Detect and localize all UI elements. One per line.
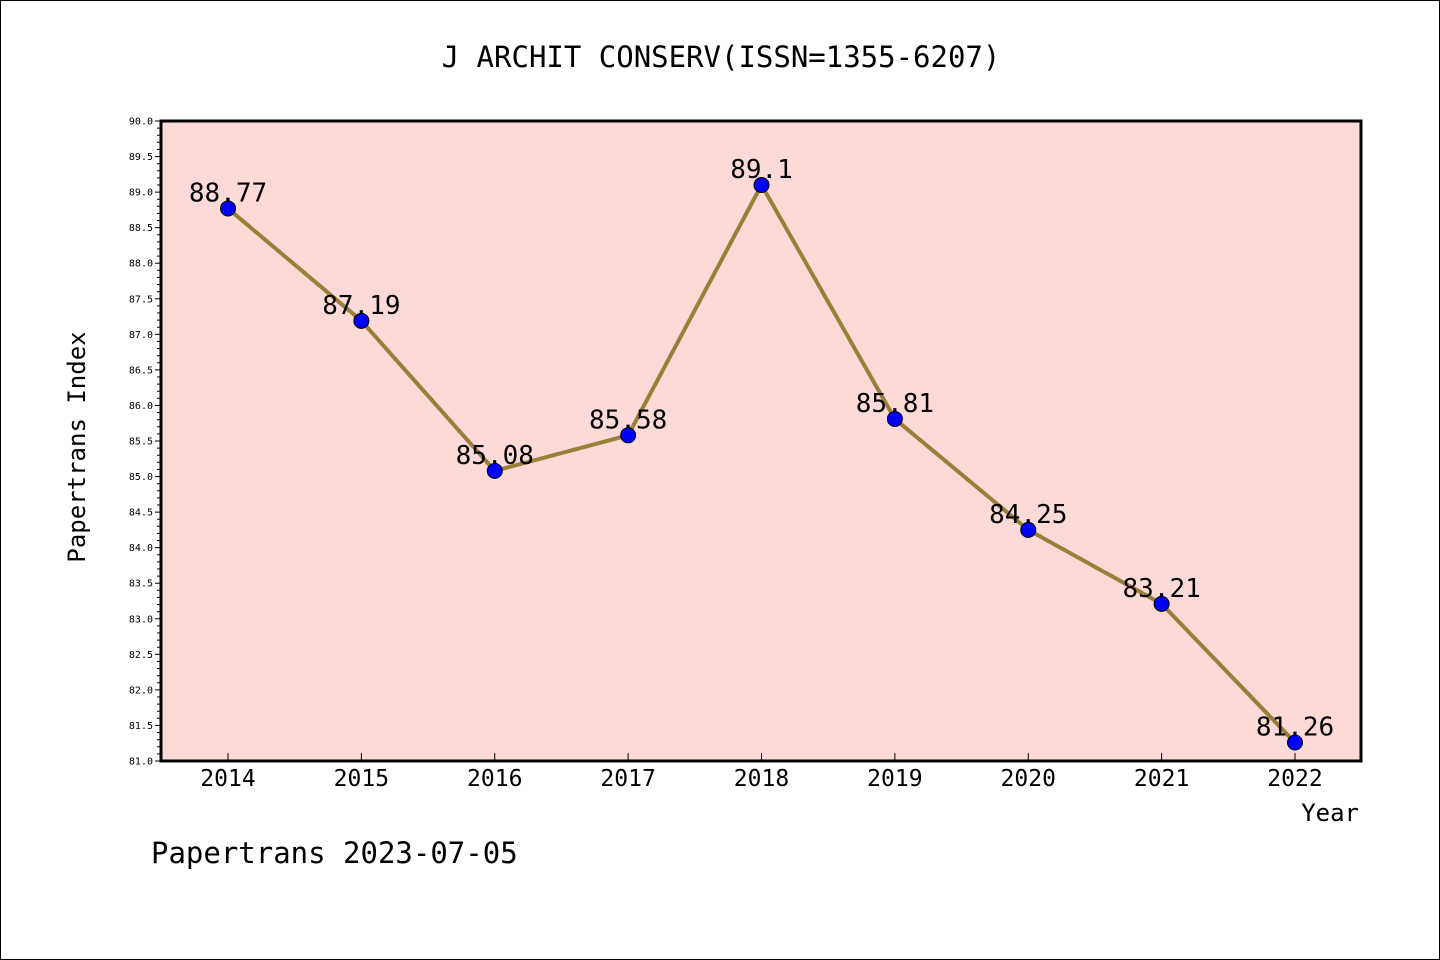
y-tick-label: 87.0 (129, 330, 153, 341)
x-tick-label: 2016 (467, 766, 522, 792)
data-point-marker (1153, 595, 1170, 612)
y-tick-label: 85.0 (129, 472, 153, 483)
y-tick-label: 86.0 (129, 401, 153, 412)
data-point-label: 85.08 (456, 441, 534, 471)
y-tick-label: 90.0 (129, 117, 153, 128)
y-tick-label: 89.0 (129, 188, 153, 199)
y-tick-label: 82.0 (129, 685, 153, 696)
data-point-label: 81.26 (1256, 713, 1334, 743)
y-tick-label: 84.0 (129, 543, 153, 554)
data-point-label: 84.25 (989, 500, 1067, 530)
x-tick-label: 2019 (867, 766, 922, 792)
x-tick-label: 2015 (334, 766, 389, 792)
x-tick-label: 2018 (734, 766, 789, 792)
data-point-label: 83.21 (1122, 574, 1200, 604)
x-tick-label: 2014 (200, 766, 255, 792)
data-point-label: 85.58 (589, 405, 667, 435)
data-point-marker (753, 177, 770, 193)
y-tick-label: 85.5 (129, 437, 153, 448)
data-point-marker (486, 462, 503, 479)
plot-frame (159, 119, 1363, 763)
data-point-marker (353, 312, 370, 329)
y-axis-title: Papertrans Index (63, 331, 91, 562)
data-point-marker (1287, 734, 1303, 751)
plot-area (161, 121, 1361, 761)
y-tick-label: 88.5 (129, 223, 153, 234)
y-tick-label: 88.0 (129, 259, 153, 270)
x-tick-label: 2017 (600, 766, 655, 792)
y-tick-label: 81.0 (129, 757, 153, 768)
data-point-marker (620, 427, 637, 444)
x-axis-ticks: 2014 2015 2016 2017 2018 2019 2020 2021 2022 (200, 753, 1323, 792)
y-tick-label: 89.5 (129, 152, 153, 163)
footer-date-stamp: Papertrans 2023-07-05 (151, 836, 518, 870)
y-tick-label: 81.5 (129, 721, 153, 732)
data-point-marker (220, 200, 236, 217)
y-tick-label: 83.0 (129, 614, 153, 625)
data-markers (220, 177, 1303, 751)
y-tick-label: 86.5 (129, 365, 153, 376)
data-labels: 88.77 87.19 85.08 85.58 89.1 85.81 84.25 83.21 8… (189, 155, 1334, 743)
y-tick-label: 83.5 (129, 579, 153, 590)
y-tick-label: 87.5 (129, 294, 153, 305)
x-tick-label: 2021 (1134, 766, 1189, 792)
data-point-label: 89.1 (730, 155, 793, 185)
y-tick-label: 82.5 (129, 650, 153, 661)
x-tick-label: 2020 (1001, 766, 1056, 792)
data-point-label: 88.77 (189, 178, 267, 208)
chart-title: J ARCHIT CONSERV(ISSN=1355-6207) (442, 40, 1001, 74)
data-point-label: 87.19 (322, 291, 400, 321)
data-point-marker (886, 410, 903, 427)
data-point-label: 85.81 (856, 389, 934, 419)
x-axis-title: Year (1301, 799, 1359, 827)
y-tick-label: 84.5 (129, 508, 153, 519)
y-axis-ticks: 81.0 81.5 82.0 82.5 83.0 83.5 84.0 84.5 85.0 85.5… (129, 117, 161, 768)
data-point-marker (1020, 521, 1037, 538)
x-tick-label: 2022 (1267, 766, 1322, 792)
